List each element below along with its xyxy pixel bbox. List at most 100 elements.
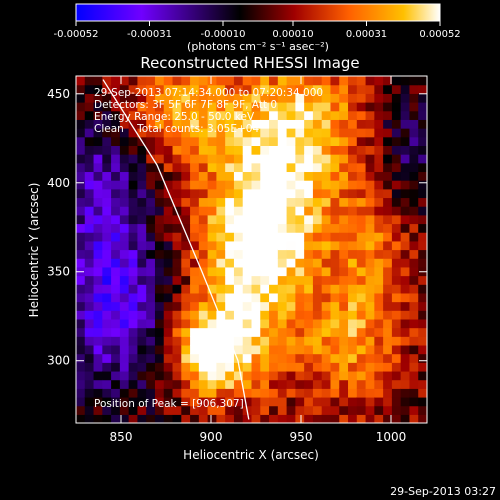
heatmap-cell [348,362,358,372]
heatmap-cell [356,249,367,259]
heatmap-cell [251,310,261,320]
heatmap-cell [102,266,112,277]
heatmap-cell [216,284,226,294]
heatmap-cell [260,292,270,303]
heatmap-cell [128,93,139,103]
heatmap-cell [374,301,384,311]
heatmap-cell [365,362,375,372]
heatmap-cell [128,145,139,155]
heatmap-cell [76,110,86,120]
heatmap-cell [84,128,95,138]
heatmap-cell [383,136,393,146]
heatmap-cell [146,128,156,138]
heatmap-cell [286,249,296,259]
heatmap-cell [286,275,296,285]
heatmap-cell [269,214,279,225]
heatmap-cell [146,93,156,103]
heatmap-cell [356,318,367,329]
heatmap-cell [321,128,332,138]
heatmap-cell [365,344,375,355]
heatmap-cell [286,128,296,138]
heatmap-cell [216,362,226,372]
heatmap-cell [391,362,402,372]
heatmap-cell [181,171,191,181]
heatmap-cell [269,154,279,164]
heatmap-cell [207,162,217,173]
heatmap-cell [172,405,182,415]
heatmap-cell [76,206,86,216]
heatmap-cell [269,162,279,173]
heatmap-cell [312,84,323,94]
heatmap-cell [339,318,349,329]
heatmap-cell [207,180,217,190]
heatmap-cell [76,301,86,311]
heatmap-cell [154,275,165,285]
heatmap-cell [409,197,419,207]
heatmap-cell [233,102,244,112]
heatmap-cell [102,284,112,294]
heatmap-cell [84,258,95,268]
heatmap-cell [76,284,86,294]
heatmap-cell [374,154,384,164]
heatmap-cell [383,84,393,94]
heatmap-cell [312,154,323,164]
heatmap-cell [172,188,182,199]
heatmap-cell [260,362,270,372]
heatmap-cell [154,353,165,363]
heatmap-cell [383,318,393,329]
heatmap-cell [102,327,112,337]
heatmap-cell [269,76,279,86]
heatmap-cell [304,318,314,329]
heatmap-cell [339,84,349,94]
heatmap-cell [242,76,253,86]
heatmap-cell [172,154,182,164]
heatmap-cell [216,275,226,285]
heatmap-cell [76,362,86,372]
heatmap-cell [304,110,314,120]
heatmap-cell [128,318,139,329]
heatmap-cell [418,110,427,120]
heatmap-cell [216,214,226,225]
heatmap-cell [207,110,217,120]
heatmap-cell [304,301,314,311]
heatmap-cell [356,76,367,86]
heatmap-cell [128,362,139,372]
heatmap-cell [137,379,147,389]
heatmap-cell [260,84,270,94]
heatmap-cell [181,379,191,389]
heatmap-cell [418,128,427,138]
heatmap-cell [391,318,402,329]
heatmap-cell [154,180,165,190]
heatmap-cell [391,275,402,285]
heatmap-cell [154,362,165,372]
heatmap-cell [321,336,332,346]
heatmap-cell [391,84,402,94]
heatmap-cell [119,145,130,155]
heatmap-cell [400,414,411,423]
heatmap-cell [102,84,112,94]
heatmap-cell [391,93,402,103]
heatmap-cell [365,162,375,173]
heatmap-cell [146,232,156,242]
heatmap-cell [348,301,358,311]
heatmap-cell [365,197,375,207]
heatmap-cell [295,188,305,199]
heatmap-cell [198,318,209,329]
heatmap-cell [84,344,95,355]
heatmap-cell [207,310,217,320]
heatmap-cell [286,84,296,94]
heatmap-cell [190,396,200,407]
heatmap-cell [172,249,182,259]
heatmap-cell [277,214,288,225]
heatmap-cell [348,206,358,216]
heatmap-cell [242,301,253,311]
heatmap-cell [304,405,314,415]
heatmap-cell [269,128,279,138]
heatmap-cell [198,76,209,86]
heatmap-cell [198,414,209,423]
heatmap-cell [242,136,253,146]
heatmap-cell [119,344,130,355]
heatmap-cell [277,145,288,155]
heatmap-cell [260,344,270,355]
heatmap-cell [198,102,209,112]
